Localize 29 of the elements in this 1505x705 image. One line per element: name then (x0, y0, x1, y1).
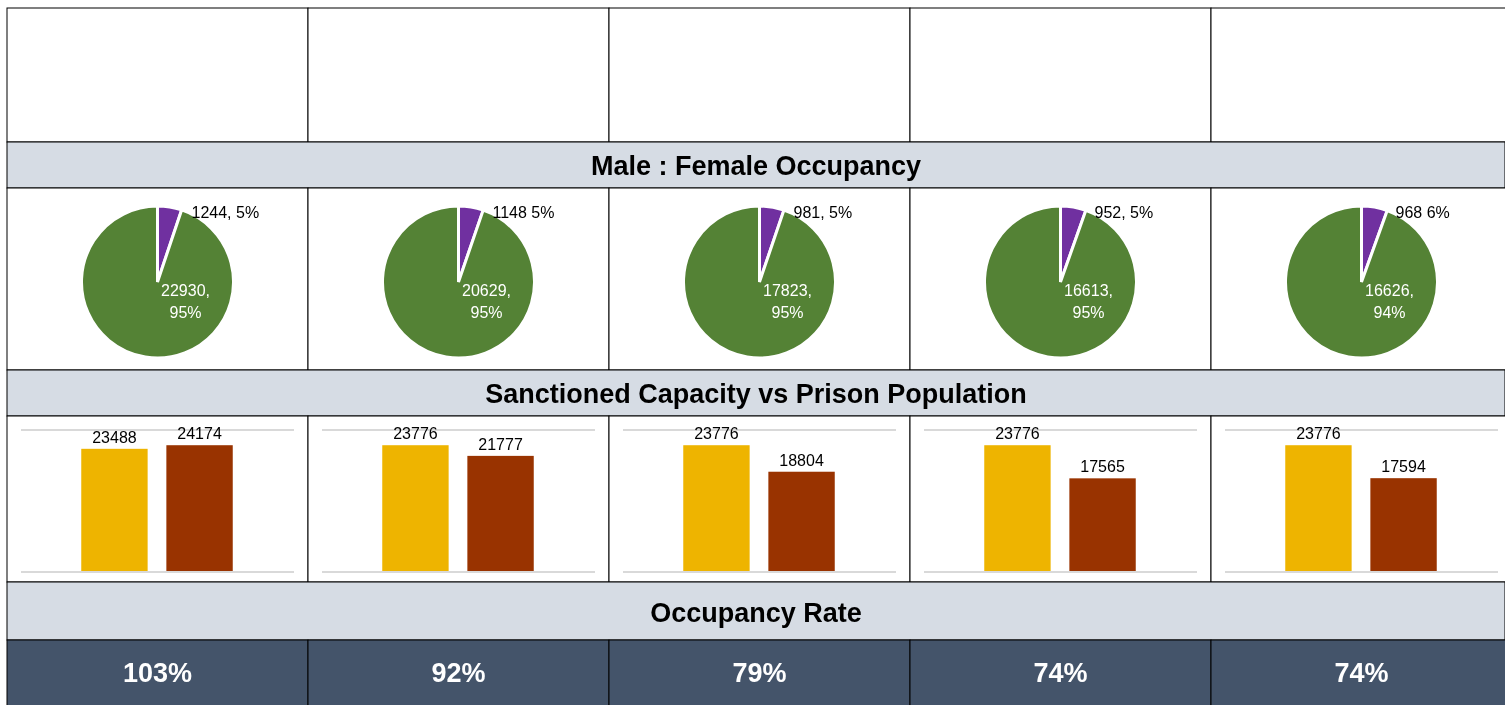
data-label: 23776 (1296, 425, 1341, 443)
data-label: 16613, 95% (1064, 282, 1113, 321)
data-label: 1148 5% (492, 204, 555, 221)
data-label: 22930, 95% (161, 282, 210, 321)
text: Male : Female Occupancy (590, 151, 922, 181)
data-label: 16626, 94% (1365, 282, 1414, 321)
data-label: 20629, 95% (462, 282, 511, 321)
data-label: 103% (122, 658, 193, 688)
data-label: 17823, 95% (763, 282, 812, 321)
data-label: 79% (732, 658, 787, 688)
text: Occupancy Rate (650, 598, 862, 628)
pie-slice (80, 204, 235, 360)
data-label: 18804 (779, 451, 824, 469)
data-label: 74% (1033, 658, 1088, 688)
data-label: 24174 (177, 425, 222, 443)
data-label: 92% (431, 658, 486, 688)
data-label: 23776 (694, 425, 739, 443)
data-label: 21777 (478, 435, 523, 453)
data-label: 17565 (1080, 458, 1125, 476)
data-label: 1244, 5% (191, 204, 260, 221)
data-label: 952, 5% (1094, 204, 1154, 221)
data-label: 17594 (1381, 458, 1426, 476)
data-label: 968 6% (1395, 204, 1450, 221)
data-label: 23776 (393, 425, 438, 443)
data-label: 23776 (995, 425, 1040, 443)
data-label: 23488 (92, 428, 137, 446)
data-label: 74% (1334, 658, 1389, 688)
data-label: 981, 5% (793, 204, 853, 221)
text: Sanctioned Capacity vs Prison Population (485, 379, 1027, 409)
